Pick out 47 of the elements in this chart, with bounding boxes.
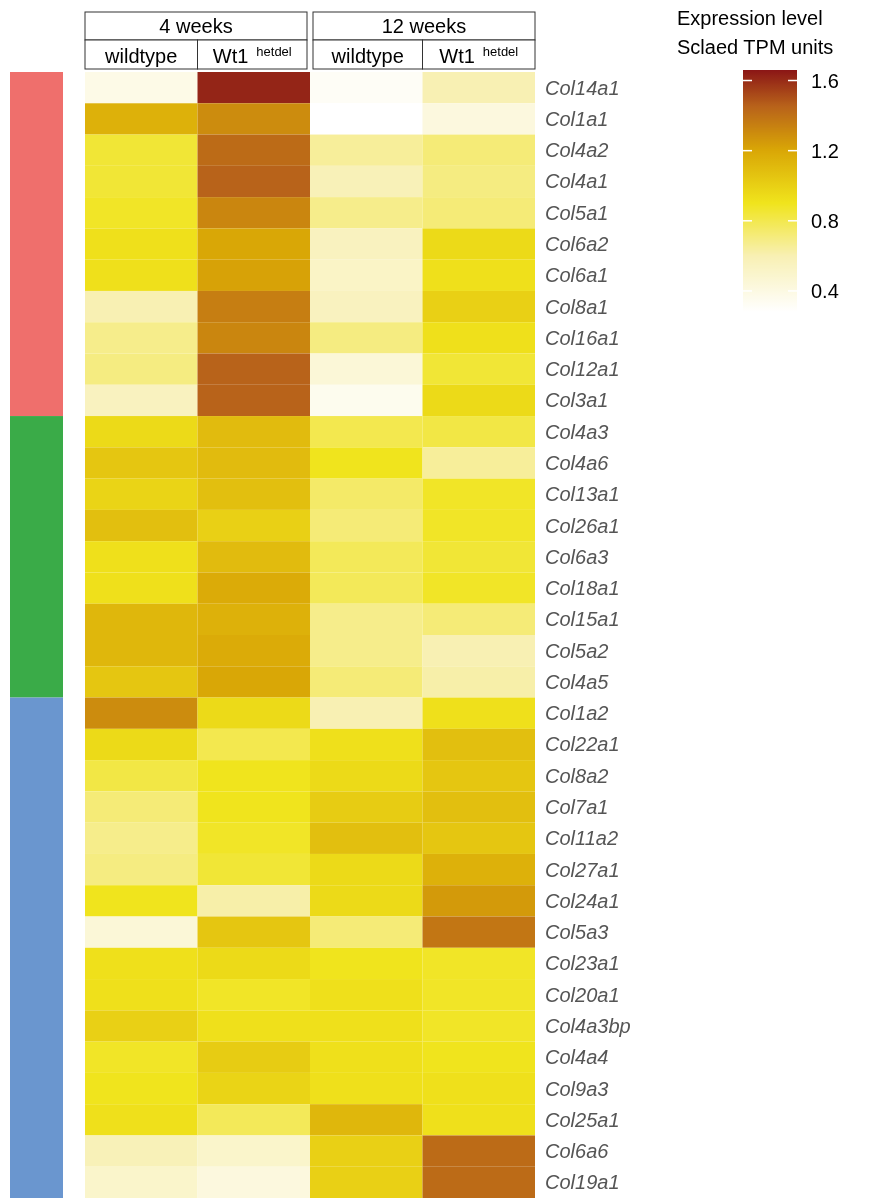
- y-tick-label: Col14a1: [545, 76, 620, 99]
- y-tick-label: Col4a3: [545, 420, 609, 443]
- y-tick-label: Col8a1: [545, 295, 609, 318]
- y-tick-label: Col9a3: [545, 1077, 609, 1100]
- color-bar-title: Expression level Sclaed TPM units: [677, 7, 834, 58]
- color-bar-label: 0.4: [811, 279, 839, 302]
- y-tick-label: Col5a3: [545, 921, 609, 944]
- y-tick-label: Col26a1: [545, 514, 620, 537]
- text: 4 weeks: [159, 15, 233, 37]
- y-tick-label: Col22a1: [545, 733, 620, 756]
- y-tick-label: Col6a1: [545, 264, 609, 287]
- y-tick-label: Col4a3bp: [545, 1014, 631, 1037]
- y-tick-label: Col27a1: [545, 858, 620, 881]
- x-tick-label: Wt1$^{hetdel}$: [212, 43, 292, 67]
- y-tick-label: Col6a6: [545, 1140, 610, 1163]
- y-tick-label: Col12a1: [545, 358, 620, 381]
- y-tick-label: Col4a1: [545, 170, 609, 193]
- x-tick-label: wildtype: [104, 45, 178, 67]
- y-tick-label: Col16a1: [545, 326, 620, 349]
- y-tick-label: Col4a5: [545, 670, 610, 693]
- y-tick-label: Col19a1: [545, 1171, 620, 1194]
- y-tick-label: Col5a1: [545, 201, 609, 224]
- y-tick-label: Col11a2: [545, 827, 619, 850]
- x-tick-label: Wt1$^{hetdel}$: [439, 43, 519, 67]
- y-tick-label: Col8a2: [545, 764, 609, 787]
- y-tick-label: Col15a1: [545, 608, 620, 631]
- text: 12 weeks: [381, 15, 467, 37]
- y-tick-label: Col1a1: [545, 107, 609, 130]
- color-bar-label: 0.8: [811, 209, 839, 232]
- y-tick-label: Col4a6: [545, 451, 610, 474]
- y-tick-label: Col6a2: [545, 233, 609, 256]
- y-tick-label: Col7a1: [545, 796, 609, 819]
- y-tick-label: Col4a2: [545, 139, 609, 162]
- y-tick-label: Col6a3: [545, 545, 609, 568]
- y-tick-label: Col4a4: [545, 1046, 609, 1069]
- y-tick-label: Col25a1: [545, 1108, 620, 1131]
- y-tick-label: Col24a1: [545, 889, 620, 912]
- y-tick-label: Col20a1: [545, 983, 620, 1006]
- color-bar-label: 1.2: [811, 139, 839, 162]
- y-tick-label: Col13a1: [545, 483, 620, 506]
- x-tick-label: wildtype: [330, 45, 404, 67]
- color-bar-label: 1.6: [811, 69, 839, 92]
- y-tick-label: Col1a2: [545, 702, 609, 725]
- y-tick-label: Col18a1: [545, 577, 620, 600]
- y-tick-label: Col3a1: [545, 389, 609, 412]
- y-tick-label: Col5a2: [545, 639, 609, 662]
- y-tick-label: Col23a1: [545, 952, 620, 975]
